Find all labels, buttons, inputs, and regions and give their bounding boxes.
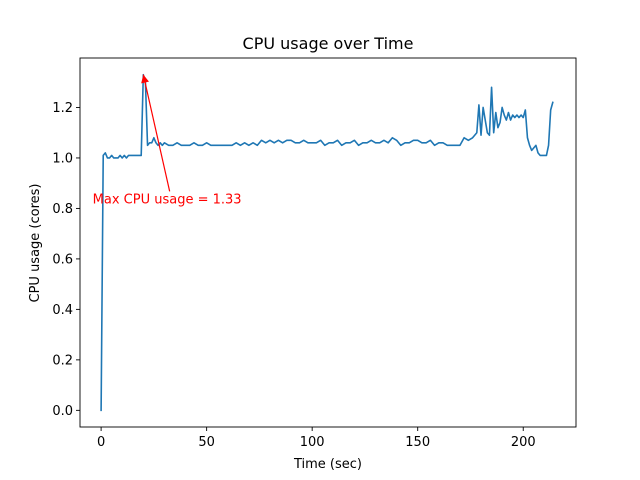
annotation-label: Max CPU usage = 1.33 [93, 192, 242, 207]
y-axis: 0.0 0.2 0.4 0.6 0.8 1.0 1.2 [52, 101, 80, 419]
plot-area [79, 57, 577, 428]
series-line-0 [100, 73, 554, 412]
annotation-layer: Max CPU usage = 1.33 [93, 74, 242, 207]
x-tick-label: 100 [300, 435, 325, 450]
y-tick-label: 1.2 [52, 101, 73, 116]
x-axis-label: Time (sec) [293, 457, 362, 472]
y-tick-label: 0.2 [52, 353, 73, 368]
chart-title: CPU usage over Time [243, 34, 414, 53]
x-tick-label: 150 [405, 435, 430, 450]
plot-frame [79, 57, 577, 428]
annotation-arrow [142, 74, 171, 192]
y-axis-label: CPU usage (cores) [28, 184, 43, 303]
x-tick-label: 0 [97, 435, 105, 450]
x-tick-label: 200 [511, 435, 536, 450]
y-tick-label: 0.8 [52, 202, 73, 217]
y-tick-label: 0.6 [52, 252, 73, 267]
y-tick-label: 1.0 [52, 151, 73, 166]
x-axis: 0 50 100 150 200 [97, 427, 536, 450]
y-tick-label: 0.4 [52, 303, 73, 318]
annotation-arrowhead [141, 74, 149, 84]
y-tick-label: 0.0 [52, 404, 73, 419]
x-tick-label: 50 [198, 435, 215, 450]
